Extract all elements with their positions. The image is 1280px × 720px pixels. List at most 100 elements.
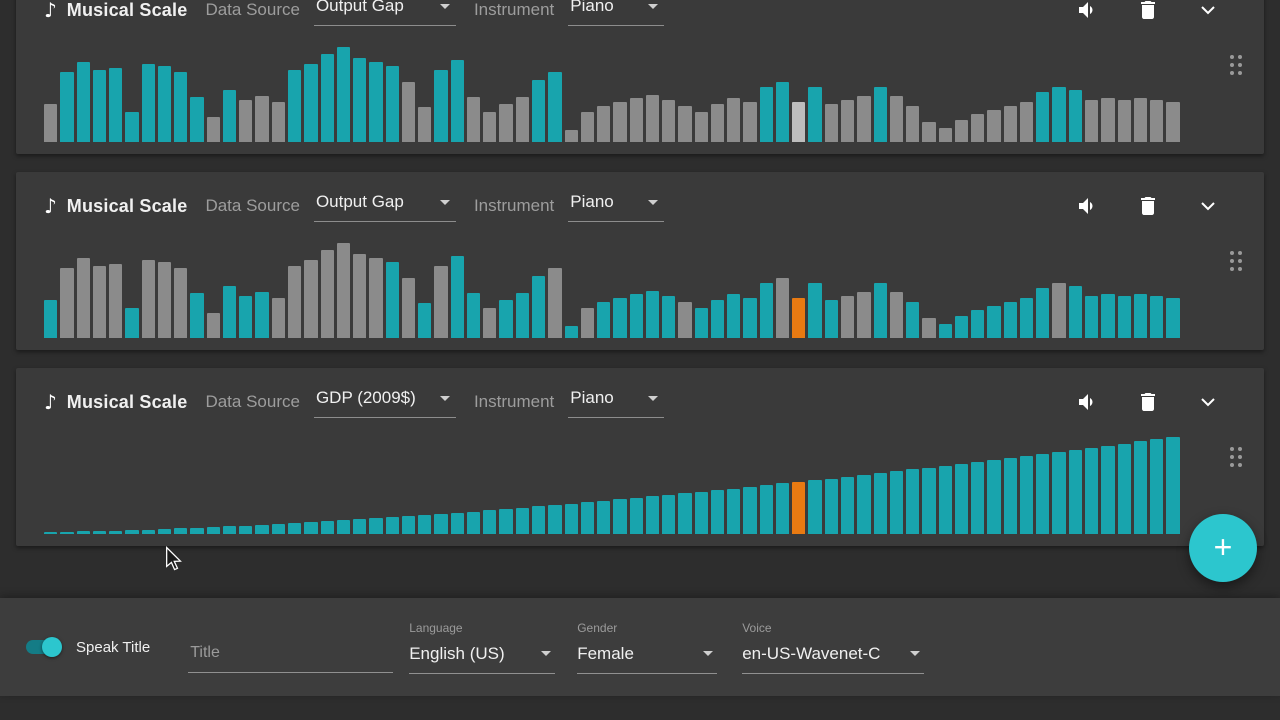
chart-bar	[434, 70, 448, 142]
speech-settings-bar: Speak Title Language English (US) Gender…	[0, 598, 1280, 696]
speak-title-toggle[interactable]	[24, 637, 62, 657]
collapse-chevron-button[interactable]	[1196, 0, 1220, 22]
delete-button[interactable]	[1136, 390, 1160, 414]
music-note-icon: ♪	[44, 390, 57, 414]
chart-bar	[564, 326, 578, 338]
chart-bar	[44, 300, 58, 338]
chart-bar	[1003, 106, 1017, 142]
chart-bar	[548, 72, 562, 142]
instrument-label: Instrument	[473, 0, 555, 19]
delete-button[interactable]	[1136, 194, 1160, 218]
chart-bar	[450, 256, 464, 338]
mouse-cursor	[166, 546, 182, 571]
chart-bar	[1133, 98, 1148, 142]
chart-bar	[239, 100, 253, 142]
chart-bar	[157, 529, 172, 534]
chart-bar	[1019, 298, 1034, 338]
volume-button[interactable]	[1076, 194, 1100, 218]
chart-bar	[954, 464, 969, 534]
chart-bar	[710, 300, 725, 338]
language-dropdown[interactable]: English (US)	[409, 644, 556, 674]
data-source-value: Output Gap	[315, 0, 404, 15]
data-source-value: Output Gap	[315, 192, 404, 211]
chart-bar	[824, 300, 839, 338]
chart-bar	[304, 64, 318, 142]
chart-bar	[841, 100, 855, 142]
chart-bar	[499, 509, 513, 534]
card-header: ♪ Musical Scale Data Source Output Gap I…	[44, 190, 1236, 222]
collapse-chevron-button[interactable]	[1196, 194, 1220, 218]
chart-bar	[1117, 100, 1131, 142]
collapse-chevron-button[interactable]	[1196, 390, 1220, 414]
instrument-dropdown[interactable]: Piano	[568, 190, 665, 222]
gender-dropdown[interactable]: Female	[577, 643, 718, 674]
data-source-dropdown[interactable]: GDP (2009$)	[313, 386, 456, 418]
speak-title-label: Speak Title	[76, 638, 151, 656]
chart-bar	[938, 466, 952, 534]
chart-bar	[1068, 450, 1082, 534]
chart-bar	[125, 308, 139, 338]
chart-bar	[727, 489, 741, 534]
chart-bar	[92, 266, 107, 338]
chart-bar	[645, 291, 660, 338]
data-source-dropdown[interactable]: Output Gap	[313, 0, 456, 26]
instrument-dropdown[interactable]: Piano	[568, 0, 665, 26]
chart-bar	[1036, 288, 1050, 338]
chart-bar	[1117, 296, 1131, 338]
bar-chart	[44, 42, 1180, 142]
chart-bar	[466, 97, 481, 142]
add-track-fab[interactable]: +	[1189, 514, 1257, 582]
chart-bar	[922, 122, 936, 142]
chart-bar	[320, 521, 334, 534]
volume-button[interactable]	[1076, 390, 1100, 414]
drag-handle[interactable]	[1226, 247, 1246, 275]
chart-bar	[531, 80, 546, 142]
chart-bar	[499, 300, 513, 338]
voice-field: Voice en-US-Wavenet-C	[742, 621, 925, 674]
chart-bar	[190, 97, 204, 142]
gender-value: Female	[577, 643, 634, 663]
chart-bar	[954, 120, 969, 142]
volume-button[interactable]	[1076, 0, 1100, 22]
chart-bar	[1085, 448, 1099, 534]
chart-bar	[222, 90, 237, 142]
chart-bar	[1101, 294, 1115, 338]
chart-bar	[190, 293, 204, 338]
chart-bar	[385, 262, 399, 338]
chart-bar	[1068, 286, 1082, 338]
chart-bar	[450, 513, 464, 534]
chart-bar	[1117, 444, 1131, 534]
instrument-dropdown[interactable]: Piano	[568, 386, 665, 418]
chart-bar	[548, 505, 562, 534]
chart-bar	[743, 298, 757, 338]
chart-bar	[873, 473, 887, 534]
chart-bar	[548, 268, 562, 338]
chart-bar	[613, 499, 627, 534]
drag-handle[interactable]	[1226, 443, 1246, 471]
chart-bar	[401, 516, 416, 534]
card-header: ♪ Musical Scale Data Source GDP (2009$) …	[44, 386, 1236, 418]
chart-bar	[499, 104, 513, 142]
dropdown-caret-icon	[439, 199, 450, 205]
chart-bar	[971, 114, 985, 142]
chart-bar	[109, 264, 123, 338]
drag-handle[interactable]	[1226, 51, 1246, 79]
data-source-dropdown[interactable]: Output Gap	[313, 190, 456, 222]
chart-bar	[678, 493, 692, 534]
music-note-icon: ♪	[44, 194, 57, 218]
chart-bar	[841, 296, 855, 338]
voice-dropdown[interactable]: en-US-Wavenet-C	[742, 644, 925, 674]
title-input[interactable]	[188, 637, 394, 673]
chart-bar	[60, 72, 74, 142]
chart-bar	[515, 293, 529, 338]
chart-bar	[743, 102, 757, 142]
chart-bar	[987, 110, 1001, 142]
chart-bar	[922, 318, 936, 338]
chart-bar	[1003, 458, 1017, 534]
instrument-value: Piano	[570, 0, 614, 15]
chart-bar	[954, 316, 969, 338]
delete-button[interactable]	[1136, 0, 1160, 22]
chart-bar	[401, 278, 416, 338]
chart-bar	[564, 130, 578, 142]
chart-bar	[662, 100, 676, 142]
